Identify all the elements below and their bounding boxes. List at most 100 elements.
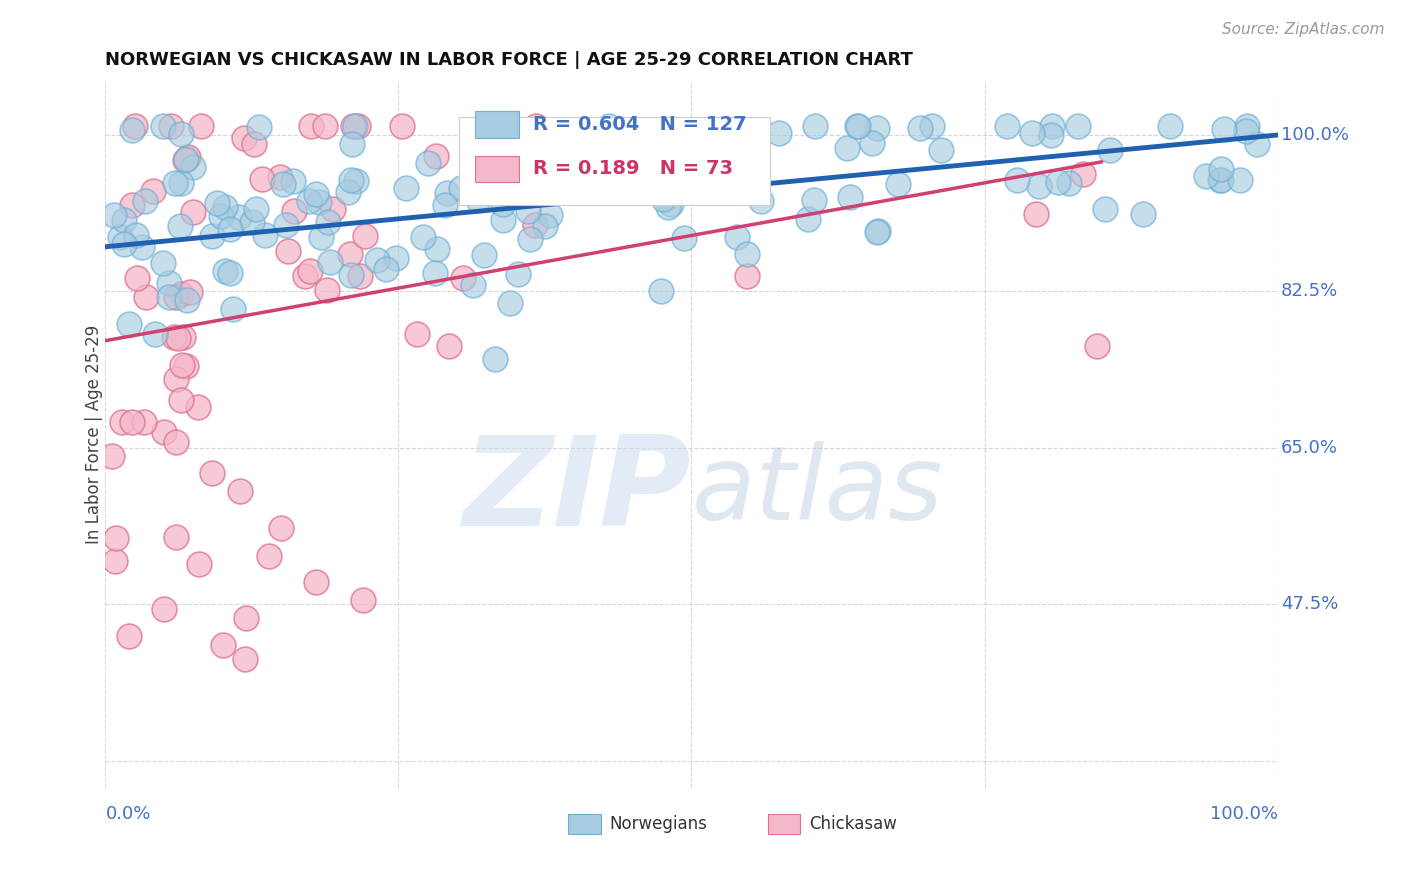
Point (1040, 128, 1063, 143)
Point (157, 290, 180, 304)
Point (742, 142, 765, 156)
Point (1195, 169, 1218, 183)
Point (1059, 176, 1081, 190)
Point (561, 156, 583, 170)
Point (375, 262, 398, 277)
Point (240, 215, 263, 229)
Point (467, 193, 489, 207)
Point (657, 201, 679, 215)
Point (314, 119, 336, 133)
Point (492, 212, 515, 227)
Point (309, 230, 332, 244)
Point (366, 252, 388, 267)
Point (105, 532, 128, 546)
Point (499, 295, 522, 310)
Point (797, 211, 820, 226)
Point (253, 227, 276, 242)
Text: 0.0%: 0.0% (105, 805, 150, 823)
Point (346, 119, 368, 133)
Point (174, 359, 197, 373)
Point (270, 521, 292, 535)
Text: ZIP: ZIP (463, 431, 692, 551)
Point (1071, 167, 1094, 181)
Point (866, 225, 889, 239)
Point (200, 228, 222, 243)
Point (245, 202, 267, 216)
Point (121, 197, 143, 211)
Point (538, 208, 561, 222)
Point (860, 136, 883, 150)
Point (170, 358, 193, 372)
Point (697, 180, 720, 194)
Point (1028, 179, 1050, 194)
Point (235, 611, 257, 625)
Point (524, 119, 547, 133)
Point (803, 194, 825, 208)
Point (269, 169, 291, 184)
Point (305, 186, 328, 201)
Point (163, 330, 186, 344)
Point (484, 144, 506, 158)
Point (391, 119, 413, 133)
Point (118, 629, 141, 643)
Point (173, 153, 195, 167)
Point (846, 119, 869, 133)
Text: NORWEGIAN VS CHICKASAW IN LABOR FORCE | AGE 25-29 CORRELATION CHART: NORWEGIAN VS CHICKASAW IN LABOR FORCE | … (105, 51, 914, 69)
Point (354, 229, 377, 244)
Point (132, 415, 155, 429)
Point (887, 177, 910, 191)
Point (395, 181, 418, 195)
Point (165, 530, 187, 544)
Point (598, 119, 620, 133)
Point (463, 133, 485, 147)
Point (112, 237, 135, 252)
Point (1213, 122, 1236, 136)
Point (131, 240, 153, 254)
Point (322, 202, 344, 216)
Point (450, 181, 472, 195)
Point (423, 266, 446, 280)
Point (271, 177, 294, 191)
Text: Chickasaw: Chickasaw (808, 814, 897, 833)
Point (153, 602, 176, 616)
Point (337, 185, 360, 199)
Point (1085, 339, 1108, 353)
Point (229, 483, 252, 498)
Point (451, 271, 474, 285)
Point (523, 219, 546, 233)
Point (866, 121, 889, 136)
Point (176, 293, 198, 307)
Point (125, 227, 148, 242)
Point (101, 449, 124, 463)
Text: 82.5%: 82.5% (1281, 283, 1339, 301)
Point (219, 221, 242, 235)
Point (165, 434, 187, 449)
Point (190, 119, 212, 133)
FancyBboxPatch shape (460, 117, 770, 205)
Point (735, 246, 758, 260)
Point (921, 119, 943, 133)
Point (169, 127, 191, 141)
Point (349, 268, 371, 283)
Point (434, 198, 457, 212)
Point (181, 205, 204, 219)
Point (135, 290, 157, 304)
Point (1067, 119, 1090, 133)
Point (484, 351, 506, 366)
Point (308, 195, 330, 210)
Point (1040, 119, 1063, 133)
Text: Norwegians: Norwegians (609, 814, 707, 833)
Point (340, 137, 363, 152)
Point (124, 119, 146, 133)
Point (1246, 136, 1268, 151)
Point (835, 141, 858, 155)
Point (145, 326, 167, 341)
Text: R = 0.189   N = 73: R = 0.189 N = 73 (533, 160, 734, 178)
Point (153, 425, 176, 439)
Point (219, 266, 242, 280)
Point (127, 270, 149, 285)
Point (343, 119, 366, 133)
Point (169, 219, 191, 233)
Point (134, 194, 156, 208)
Point (652, 192, 675, 206)
